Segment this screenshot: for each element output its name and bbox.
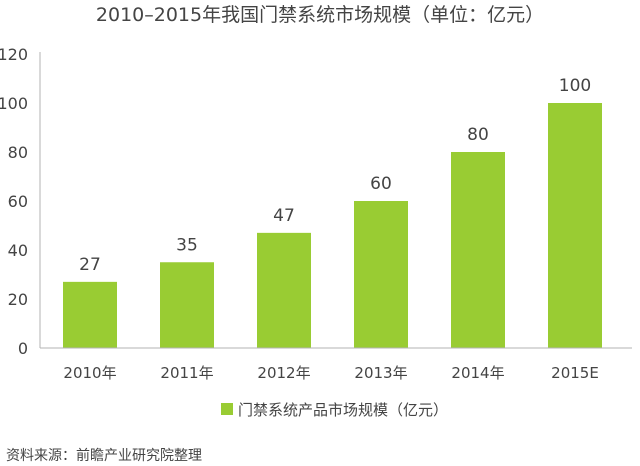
x-tick-label: 2012年 xyxy=(257,364,310,382)
y-tick-label: 80 xyxy=(8,143,28,162)
y-tick-label: 120 xyxy=(0,45,28,64)
bar xyxy=(160,262,214,348)
bar-value-label: 60 xyxy=(370,174,392,194)
x-axis: 2010年 2011年 2012年 2013年 2014年 2015E xyxy=(40,347,632,382)
y-tick-label: 60 xyxy=(8,192,28,211)
bar-value-label: 27 xyxy=(79,255,101,275)
x-tick-label: 2014年 xyxy=(451,364,504,382)
bar-value-label: 35 xyxy=(176,235,198,255)
bar-value-label: 47 xyxy=(273,206,295,226)
y-tick-label: 40 xyxy=(8,241,28,260)
y-tick-label: 0 xyxy=(18,339,28,358)
legend: 门禁系统产品市场规模（亿元） xyxy=(221,401,448,419)
source-note: 资料来源：前瞻产业研究院整理 xyxy=(6,447,202,464)
bar xyxy=(63,281,117,348)
bar xyxy=(354,201,408,348)
bar xyxy=(451,152,505,348)
x-tick-label: 2010年 xyxy=(63,364,116,382)
legend-swatch xyxy=(221,403,233,415)
bar xyxy=(548,103,602,348)
bar-value-label: 80 xyxy=(467,125,489,145)
bar xyxy=(257,232,311,348)
legend-label: 门禁系统产品市场规模（亿元） xyxy=(238,401,448,419)
y-axis: 0 20 40 60 80 100 120 xyxy=(0,45,41,358)
x-tick-label: 2015E xyxy=(551,364,599,382)
y-tick-label: 100 xyxy=(0,94,28,113)
x-tick-label: 2013年 xyxy=(354,364,407,382)
x-tick-label: 2011年 xyxy=(160,364,213,382)
y-tick-label: 20 xyxy=(8,290,28,309)
bar-series: 27 35 47 60 80 100 xyxy=(63,76,602,348)
bar-value-label: 100 xyxy=(559,76,591,96)
chart-title: 2010–2015年我国门禁系统市场规模（单位：亿元） xyxy=(96,4,544,26)
